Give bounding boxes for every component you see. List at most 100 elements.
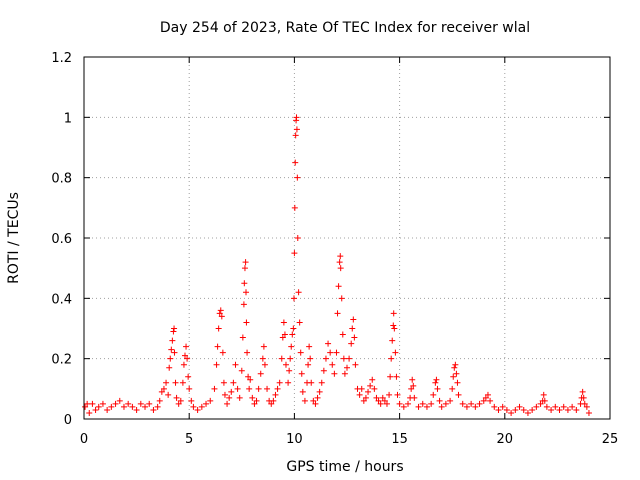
data-point — [214, 343, 221, 350]
data-point — [150, 406, 157, 413]
data-point — [232, 361, 239, 368]
data-point — [352, 361, 359, 368]
data-point — [280, 319, 287, 326]
data-point — [560, 403, 567, 410]
data-point — [194, 406, 201, 413]
data-point — [433, 376, 440, 383]
data-point — [411, 394, 418, 401]
data-point — [336, 259, 343, 266]
data-point — [112, 400, 119, 407]
data-point — [278, 355, 285, 362]
data-point — [307, 355, 314, 362]
y-tick-label: 1.2 — [51, 51, 72, 66]
data-point — [386, 391, 393, 398]
data-point — [240, 301, 247, 308]
data-point — [340, 355, 347, 362]
data-point — [375, 397, 382, 404]
data-point — [183, 343, 190, 350]
data-point — [391, 325, 398, 332]
data-point — [211, 385, 218, 392]
data-point — [217, 307, 224, 314]
data-point — [482, 394, 489, 401]
data-point — [329, 361, 336, 368]
data-point — [556, 406, 563, 413]
data-point — [180, 361, 187, 368]
data-point — [432, 379, 439, 386]
data-point — [166, 364, 173, 371]
data-point — [369, 376, 376, 383]
data-point — [116, 397, 123, 404]
data-point — [82, 403, 89, 410]
data-point — [423, 403, 430, 410]
data-point — [453, 370, 460, 377]
data-point — [244, 349, 251, 356]
data-point — [377, 400, 384, 407]
y-axis-label: ROTI / TECUs — [6, 192, 22, 284]
data-point — [301, 397, 308, 404]
data-point — [120, 403, 127, 410]
data-point — [371, 385, 378, 392]
data-point — [394, 391, 401, 398]
data-point — [325, 340, 332, 347]
data-point — [320, 367, 327, 374]
data-point — [314, 394, 321, 401]
data-point — [255, 385, 262, 392]
data-point — [472, 403, 479, 410]
data-point — [264, 385, 271, 392]
data-point — [167, 355, 174, 362]
data-point — [579, 388, 586, 395]
data-point — [251, 400, 258, 407]
data-point — [310, 397, 317, 404]
data-point — [190, 403, 197, 410]
data-point — [387, 373, 394, 380]
data-point — [272, 391, 279, 398]
data-point — [279, 334, 286, 341]
data-point — [459, 400, 466, 407]
data-point — [95, 403, 102, 410]
data-point — [306, 343, 313, 350]
data-point — [297, 349, 304, 356]
data-point — [585, 409, 592, 416]
data-point — [259, 355, 266, 362]
data-point — [540, 391, 547, 398]
data-point — [335, 283, 342, 290]
data-point — [298, 370, 305, 377]
data-point — [524, 409, 531, 416]
data-point — [185, 373, 192, 380]
data-point — [299, 388, 306, 395]
data-point — [173, 394, 180, 401]
data-point — [487, 397, 494, 404]
data-point — [219, 349, 226, 356]
data-point — [291, 250, 298, 257]
data-point — [476, 400, 483, 407]
data-point — [337, 265, 344, 272]
data-point — [346, 355, 353, 362]
data-point — [537, 400, 544, 407]
data-point — [293, 114, 300, 121]
data-point — [495, 406, 502, 413]
data-point — [84, 400, 91, 407]
data-point — [243, 289, 250, 296]
data-point — [86, 409, 93, 416]
data-point — [169, 337, 176, 344]
data-point — [581, 400, 588, 407]
axis-ticks: 0 5 10 15 20 25 0 0.2 0.4 0.6 0.8 1 1.2 — [51, 51, 618, 447]
data-point — [137, 400, 144, 407]
data-point — [213, 361, 220, 368]
data-point — [543, 403, 550, 410]
data-point — [184, 355, 191, 362]
data-point — [146, 400, 153, 407]
data-point — [230, 379, 237, 386]
data-point — [356, 391, 363, 398]
data-point — [242, 259, 249, 266]
data-point — [163, 379, 170, 386]
data-point — [331, 370, 338, 377]
data-point — [327, 349, 334, 356]
data-point — [238, 367, 245, 374]
data-point — [129, 403, 136, 410]
chart-title: Day 254 of 2023, Rate Of TEC Index for r… — [160, 20, 530, 36]
data-point — [430, 391, 437, 398]
data-point — [268, 400, 275, 407]
data-point — [341, 370, 348, 377]
plot-frame — [83, 56, 611, 420]
